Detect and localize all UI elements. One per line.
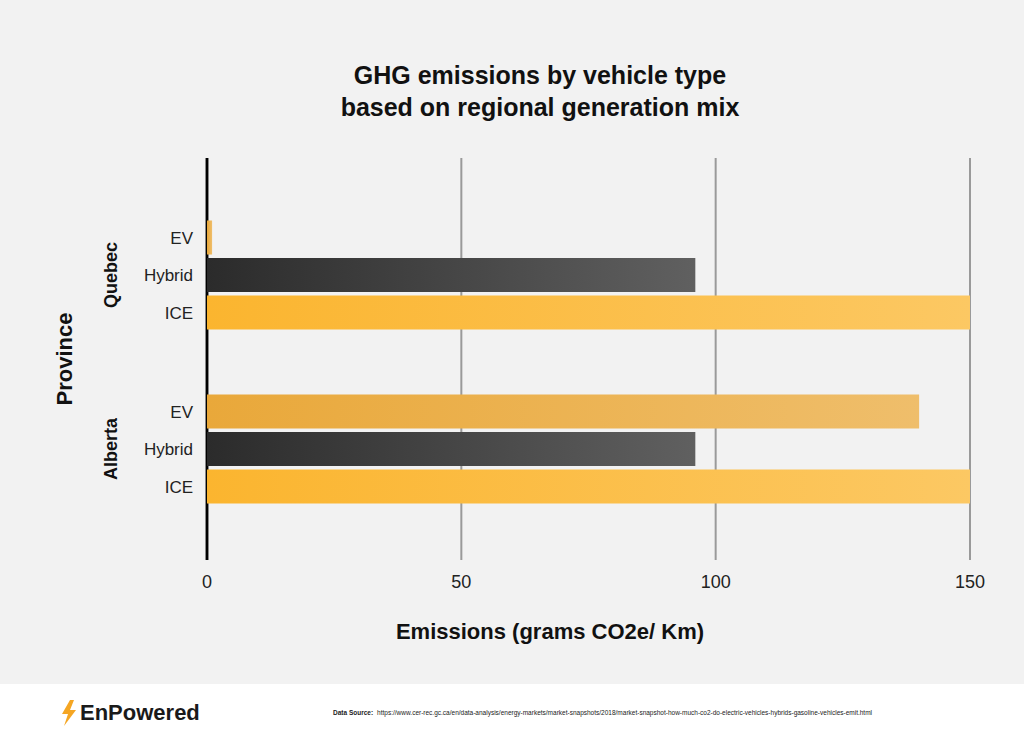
bar-label: EV [170, 229, 193, 248]
source: Data Source: https://www.cer-rec.gc.ca/en… [333, 709, 873, 717]
group-label: Quebec [101, 242, 121, 308]
background [0, 0, 1024, 684]
x-axis-title: Emissions (grams CO2e/ Km) [396, 619, 704, 644]
logo-icon [62, 700, 76, 726]
bar [207, 470, 970, 504]
bar-label: EV [170, 403, 193, 422]
bars [207, 221, 970, 504]
tick-label: 0 [202, 572, 212, 592]
title: GHG emissions by vehicle type [354, 61, 726, 89]
bar [207, 395, 919, 429]
bar-label: ICE [165, 304, 193, 323]
tick-label: 150 [955, 572, 985, 592]
source-url: https://www.cer-rec.gc.ca/en/data-analys… [377, 709, 872, 717]
tick-label: 50 [451, 572, 471, 592]
group-label: Alberta [101, 417, 121, 480]
source-label: Data Source: [333, 709, 373, 716]
bar-label: Hybrid [144, 440, 193, 459]
brand: EnPowered [80, 700, 200, 725]
y-axis-title: Province [52, 313, 77, 406]
title: based on regional generation mix [341, 93, 740, 121]
bar [207, 258, 695, 292]
bar [207, 221, 212, 255]
chart: GHG emissions by vehicle type based on re… [0, 0, 1024, 738]
tick-label: 100 [701, 572, 731, 592]
bar-label: ICE [165, 478, 193, 497]
footer-background [0, 684, 1024, 738]
bar [207, 432, 695, 466]
bar [207, 296, 970, 330]
bar-label: Hybrid [144, 266, 193, 285]
